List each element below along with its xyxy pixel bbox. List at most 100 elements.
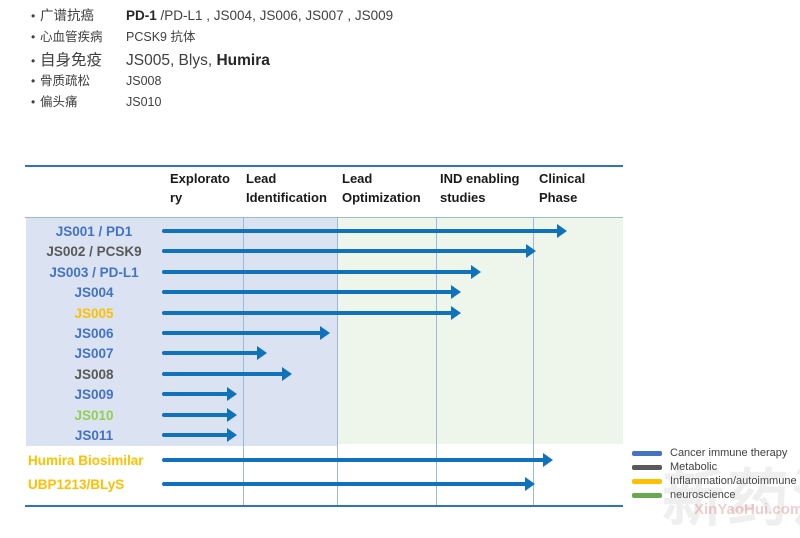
arrow-shaft [162,482,527,486]
row-label-js003-pd-l1: JS003 / PD-L1 [49,265,139,280]
arrow-head-icon [525,477,535,491]
row-label-js005: JS005 [74,306,114,321]
progress-arrow [162,326,330,340]
legend: Cancer immune therapy Metabolic Inflammati… [632,446,797,501]
grid-vline [337,218,338,506]
phase-header-line: Phase [539,190,578,205]
progress-arrow [162,306,461,320]
grid-vline [243,218,244,506]
bullet-value-segment: /PD-L1 , JS004, JS006, JS007 , JS009 [160,8,394,23]
bullet-value-segment: JS008 [126,73,162,88]
legend-label: neuroscience [670,488,736,501]
progress-arrow [162,346,267,360]
bullet-item: • 广谱抗癌 PD-1 /PD-L1 , JS004, JS006, JS007 ,… [31,8,551,25]
legend-color-bar [632,450,662,456]
row-label-js008: JS008 [74,367,114,382]
row-label-js002-pcsk9: JS002 / PCSK9 [46,244,142,259]
progress-arrow [162,244,536,258]
arrow-shaft [162,413,229,417]
row-label-js007: JS007 [74,346,114,361]
arrow-shaft [162,331,322,335]
bullet-values: JS010 [126,95,161,111]
arrow-head-icon [471,265,481,279]
arrow-head-icon [451,306,461,320]
arrow-head-icon [557,224,567,238]
arrow-shaft [162,249,528,253]
row-label-js004: JS004 [74,285,114,300]
bullet-label: 偏头痛 [40,94,78,109]
bullet-value-segment: PCSK9 抗体 [126,29,196,44]
legend-item: Cancer immune therapy [632,446,797,459]
legend-label: Cancer immune therapy [670,446,788,459]
arrow-head-icon [282,367,292,381]
bullet-values: PCSK9 抗体 [126,30,195,46]
bullet-icon: • [31,9,36,23]
arrow-head-icon [451,285,461,299]
arrow-head-icon [227,408,237,422]
row-label-js006: JS006 [74,326,114,341]
bullet-icon: • [31,94,36,109]
arrow-head-icon [257,346,267,360]
bullet-icon: • [31,29,36,44]
bullet-values: PD-1 /PD-L1 , JS004, JS006, JS007 , JS00… [126,8,393,25]
bullet-icon: • [31,53,36,68]
bullet-label: 心血管疾病 [40,29,103,44]
progress-arrow [162,453,553,467]
bullet-values: JS005, Blys, Humira [126,51,270,70]
progress-arrow [162,428,237,442]
indication-summary-list: • 广谱抗癌 PD-1 /PD-L1 , JS004, JS006, JS007 ,… [31,8,551,115]
row-label-humira-biosimilar: Humira Biosimilar [28,453,144,468]
arrow-shaft [162,392,229,396]
progress-arrow [162,477,535,491]
bullet-label: 自身免疫 [40,51,103,69]
phase-header-line: Optimization [342,190,421,205]
arrow-shaft [162,458,545,462]
phase-header-exploratory: Explorato ry [170,169,230,207]
arrow-head-icon [227,387,237,401]
progress-arrow [162,265,481,279]
progress-arrow [162,367,292,381]
progress-arrow [162,285,461,299]
arrow-head-icon [227,428,237,442]
chart-bottom-border [25,505,623,507]
grid-vline [436,218,437,506]
legend-item: neuroscience [632,488,797,501]
bullet-label: 广谱抗癌 [40,8,94,23]
phase-header-line: Explorato [170,171,230,186]
arrow-shaft [162,311,453,315]
row-label-js011: JS011 [74,428,114,443]
arrow-shaft [162,270,473,274]
bullet-value-segment: JS005, Blys, [126,51,217,69]
grid-vline [533,218,534,506]
arrow-shaft [162,372,284,376]
phase-header-line: IND enabling [440,171,520,186]
phase-header-line: studies [440,190,486,205]
arrow-head-icon [526,244,536,258]
bullet-value-segment: Humira [216,51,270,69]
phase-header-line: Lead [246,171,277,186]
arrow-shaft [162,290,453,294]
bullet-item: • 骨质疏松 JS008 [31,74,551,90]
legend-color-bar [632,464,662,470]
bullet-item: • 心血管疾病 PCSK9 抗体 [31,30,551,46]
phase-header-line: Identification [246,190,327,205]
phase-header-clinical-phase: Clinical Phase [539,169,585,207]
bullet-value-segment: JS010 [126,94,162,109]
legend-item: Inflammation/autoimmune [632,475,797,486]
header-underline [25,217,623,218]
bullet-item: • 偏头痛 JS010 [31,95,551,111]
arrow-head-icon [320,326,330,340]
phase-header-line: ry [170,190,183,205]
phase-header-lead-optimization: Lead Optimization [342,169,421,207]
bullet-value-segment: PD-1 [126,8,161,23]
row-label-js010: JS010 [74,408,114,423]
legend-color-bar [632,492,662,498]
bullet-label: 骨质疏松 [40,73,91,88]
late-phase-band [337,218,623,444]
arrow-shaft [162,433,229,437]
arrow-shaft [162,351,259,355]
row-label-js009: JS009 [74,387,114,402]
bullet-item: • 自身免疫 JS005, Blys, Humira [31,51,551,70]
legend-label: Metabolic [670,460,718,473]
